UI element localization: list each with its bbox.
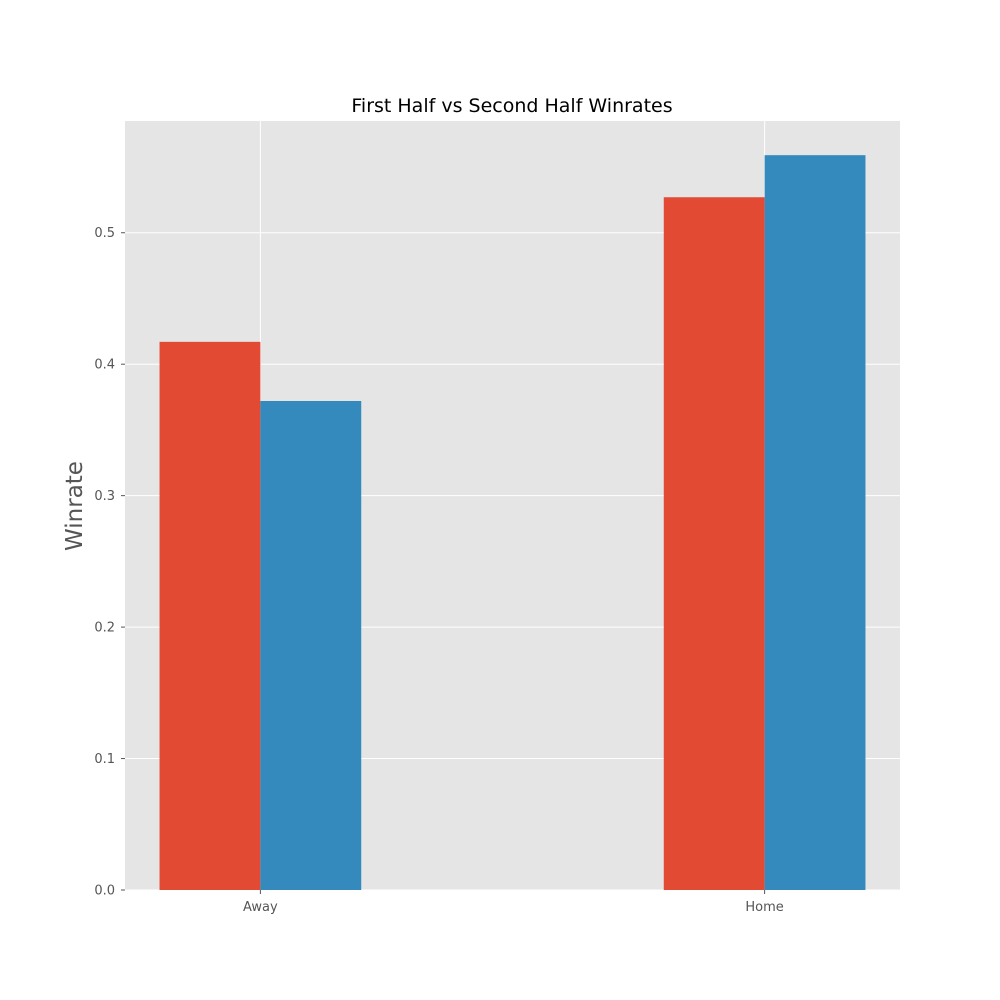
- y-axis-label: Winrate: [62, 461, 88, 551]
- bar-series1-away: [159, 341, 261, 890]
- y-tick-label: 0.0: [94, 884, 115, 899]
- bar-series1-home: [663, 197, 765, 890]
- bar-series2-home: [764, 155, 866, 890]
- y-tick-label: 0.4: [94, 358, 115, 373]
- y-tick-label: 0.3: [94, 489, 115, 504]
- bars: [159, 155, 866, 890]
- y-tick-label: 0.5: [94, 226, 115, 241]
- y-axis-ticks: 0.0 0.1 0.2 0.3 0.4 0.5: [94, 226, 125, 899]
- x-tick-label: Away: [243, 900, 278, 915]
- chart-title: First Half vs Second Half Winrates: [351, 95, 672, 117]
- bar-series2-away: [260, 400, 362, 890]
- y-tick-label: 0.2: [94, 621, 115, 636]
- y-tick-label: 0.1: [94, 752, 115, 767]
- x-tick-label: Home: [745, 900, 783, 915]
- x-axis-ticks: Away Home: [243, 890, 784, 915]
